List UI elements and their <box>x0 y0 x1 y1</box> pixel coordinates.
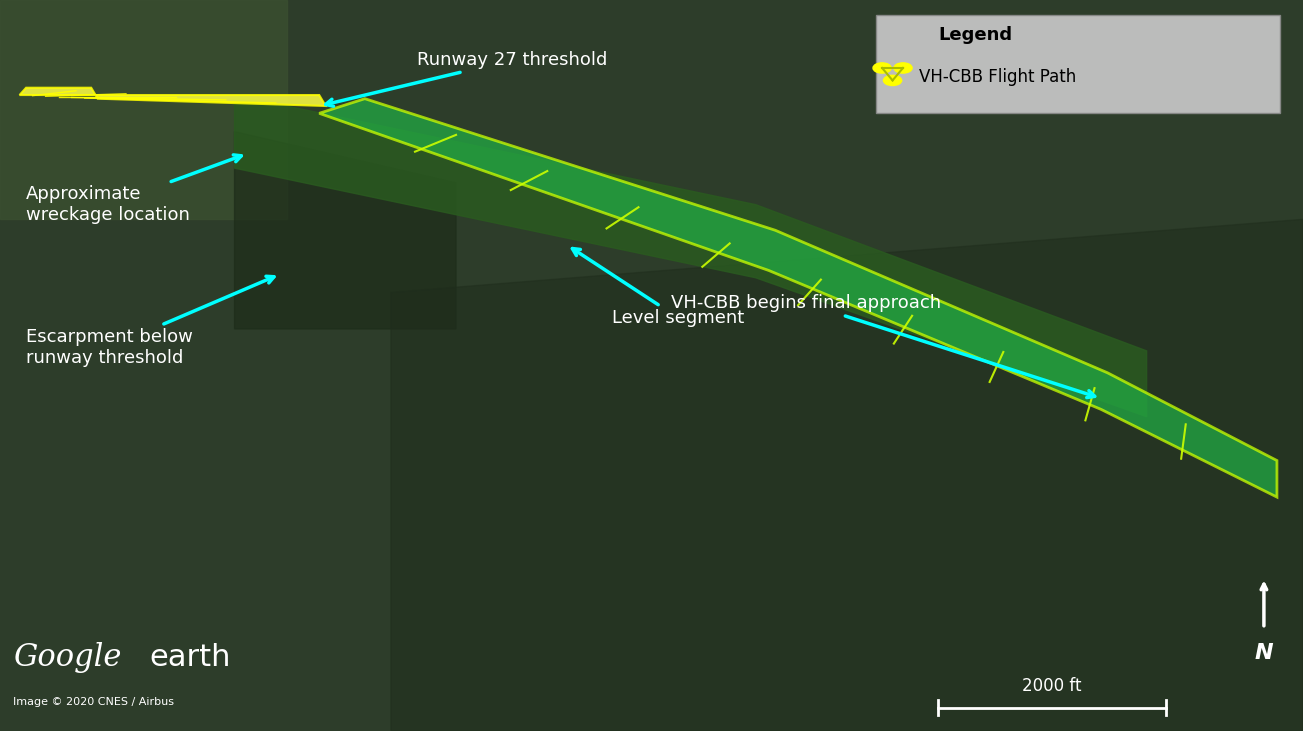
Circle shape <box>894 63 912 73</box>
FancyBboxPatch shape <box>876 15 1280 113</box>
Polygon shape <box>391 219 1303 731</box>
Text: Runway 27 threshold: Runway 27 threshold <box>326 51 607 106</box>
Polygon shape <box>319 99 1277 497</box>
Text: VH-CBB begins final approach: VH-CBB begins final approach <box>671 295 1095 398</box>
Text: N: N <box>1255 643 1273 663</box>
Circle shape <box>883 75 902 86</box>
Text: Image © 2020 CNES / Airbus: Image © 2020 CNES / Airbus <box>13 697 175 707</box>
Text: earth: earth <box>150 643 232 673</box>
Bar <box>0 0 287 219</box>
Text: VH-CBB Flight Path: VH-CBB Flight Path <box>919 68 1076 86</box>
Text: Escarpment below
runway threshold: Escarpment below runway threshold <box>26 276 274 367</box>
Circle shape <box>873 63 891 73</box>
Polygon shape <box>20 88 326 106</box>
Polygon shape <box>235 95 1147 417</box>
Polygon shape <box>235 132 456 329</box>
Text: 2000 ft: 2000 ft <box>1022 677 1081 694</box>
Text: Level segment: Level segment <box>572 249 744 327</box>
Text: Approximate
wreckage location: Approximate wreckage location <box>26 155 241 224</box>
Text: Google: Google <box>13 643 121 673</box>
Text: Legend: Legend <box>938 26 1012 44</box>
